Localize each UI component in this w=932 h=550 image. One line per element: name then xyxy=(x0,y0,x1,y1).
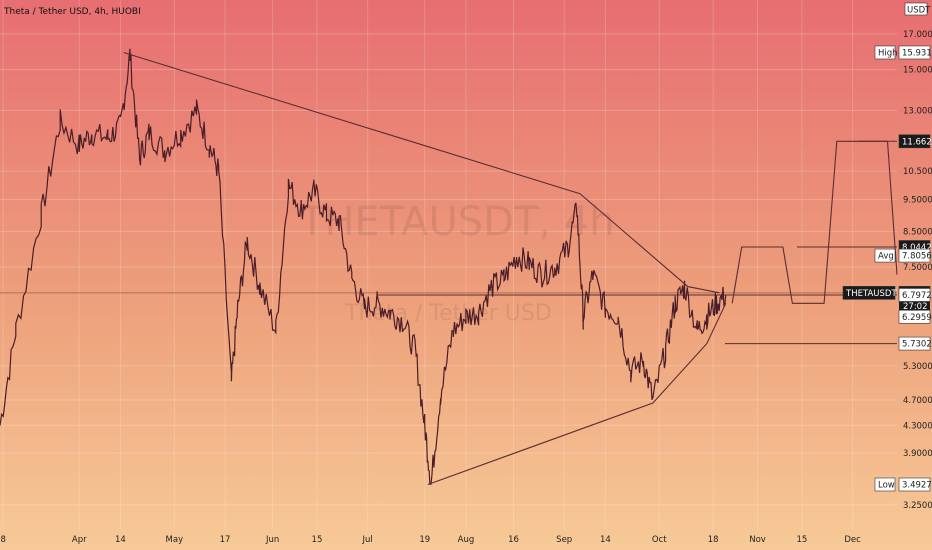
y-tick-label: 10.5000 xyxy=(903,167,932,177)
upper-trendline xyxy=(123,51,720,294)
y-tick-label: 3.9000 xyxy=(903,449,932,459)
x-tick-label: 15 xyxy=(796,535,807,545)
price-badge-value: 3.4927 xyxy=(902,480,932,490)
price-badge-value: 11.6621 xyxy=(902,137,932,147)
y-tick-label: 9.5000 xyxy=(903,196,932,206)
price-badge-value: 6.2959 xyxy=(902,313,932,323)
y-tick-label: 17.0000 xyxy=(903,30,932,40)
price-badge-box xyxy=(898,45,931,60)
price-badge-tag-box xyxy=(874,248,896,263)
watermark-name: Theta / Tether USD xyxy=(344,301,552,326)
countdown-label: 27:02 xyxy=(903,302,928,312)
watermark-symbol: THETAUSDT, 4h xyxy=(299,199,615,245)
price-badge-tag-box xyxy=(842,286,896,300)
x-tick-label: 16 xyxy=(508,535,519,545)
price-badge-tag: Avg xyxy=(878,252,894,262)
x-tick-label: 18 xyxy=(708,535,719,545)
price-badge-box xyxy=(898,248,931,263)
x-tick-label: Apr xyxy=(72,535,87,545)
grid-lines xyxy=(0,0,897,530)
price-badge-tag-box xyxy=(874,45,896,60)
y-tick-label: 4.7000 xyxy=(903,396,932,406)
countdown-box xyxy=(899,299,930,312)
currency-label-box xyxy=(904,2,928,16)
projection-polyline xyxy=(731,140,898,304)
time-axis[interactable]: 8 Apr 14 May 17 Jun 15 Jul 19 Aug 16 Sep 14 Oct 18 Nov 1… xyxy=(0,535,861,545)
x-tick-label: Oct xyxy=(652,535,667,545)
currency-label: USDT xyxy=(907,6,931,16)
price-series xyxy=(0,48,727,485)
price-badge-box xyxy=(898,336,931,351)
lower-trendline xyxy=(427,303,727,486)
price-badge-box xyxy=(898,309,931,324)
price-badge-value: 7.8056 xyxy=(902,252,932,262)
price-badge-value: 8.0442 xyxy=(902,243,932,253)
price-badge-tag: THETAUSDT xyxy=(845,289,897,299)
x-tick-label: Nov xyxy=(749,535,766,545)
price-badge-value: 5.7302 xyxy=(902,340,932,350)
x-tick-label: 19 xyxy=(419,535,430,545)
x-tick-label: 14 xyxy=(600,535,611,545)
y-tick-label: 8.5000 xyxy=(903,227,932,237)
x-tick-label: 17 xyxy=(220,535,231,545)
y-tick-label: 15.0000 xyxy=(903,66,932,76)
x-tick-label: Dec xyxy=(844,535,861,545)
price-axis[interactable]: 17.0000 15.0000 13.0000 10.5000 9.5000 8.5000… xyxy=(903,30,932,511)
price-badge-tag: Low xyxy=(878,480,895,490)
price-badge-tag-box xyxy=(874,477,896,492)
x-tick-label: May xyxy=(166,535,184,545)
y-tick-label: 4.3000 xyxy=(903,421,932,431)
x-tick-label: Aug xyxy=(458,535,475,545)
trendlines xyxy=(123,51,727,486)
x-tick-label: 14 xyxy=(115,535,126,545)
price-badge-box xyxy=(898,477,931,492)
y-tick-label: 5.3000 xyxy=(903,362,932,372)
x-tick-label: 15 xyxy=(312,535,323,545)
price-badge-box xyxy=(898,134,931,149)
projection-path xyxy=(731,140,898,304)
chart-title: Theta / Tether USD, 4h, HUOBI xyxy=(3,7,141,17)
price-badge-value: 6.7972 xyxy=(902,291,932,301)
x-tick-label: 8 xyxy=(0,535,5,545)
price-badge-tag: High xyxy=(878,48,898,58)
price-badges: 15.9318High11.66218.04427.8056Avg6.8476T… xyxy=(842,45,932,492)
y-tick-label: 3.2500 xyxy=(903,501,932,511)
x-tick-label: Sep xyxy=(556,535,572,545)
x-tick-label: Jul xyxy=(362,535,373,545)
y-tick-label: 13.0000 xyxy=(903,106,932,116)
price-badge-value: 15.9318 xyxy=(902,48,932,58)
x-tick-label: Jun xyxy=(265,535,279,545)
price-badge-box xyxy=(898,288,931,302)
series-line-THETAUSDT xyxy=(0,48,727,485)
y-tick-label: 7.5000 xyxy=(903,263,932,273)
